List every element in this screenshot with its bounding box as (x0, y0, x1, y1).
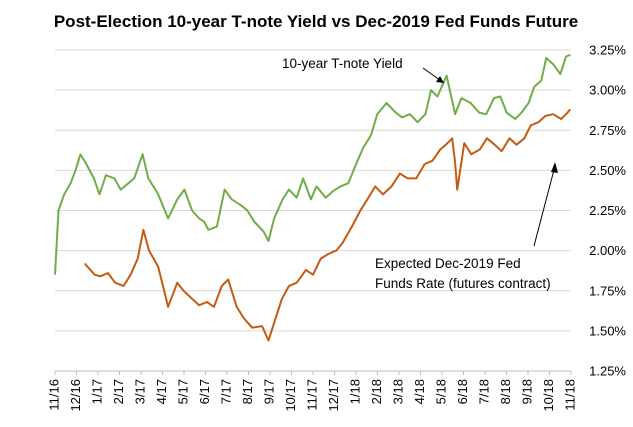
x-tick-label: 1/17 (89, 379, 104, 404)
annotations: 10-year T-note Yield Expected Dec-2019 F… (282, 56, 558, 291)
y-tick-label: 1.50% (589, 323, 626, 338)
x-tick-label: 9/17 (261, 379, 276, 404)
x-tick-label: 12/17 (326, 379, 341, 412)
x-tick-label: 8/17 (240, 379, 255, 404)
y-tick-label: 2.50% (589, 163, 626, 178)
y-tick-label: 1.75% (589, 283, 626, 298)
x-tick-label: 12/16 (68, 379, 83, 412)
x-tick-label: 6/17 (197, 379, 212, 404)
x-tick-label: 11/17 (304, 379, 319, 411)
x-tick-label: 3/18 (390, 379, 405, 404)
x-tick-label: 7/18 (476, 379, 491, 404)
annotation-10yr-label: 10-year T-note Yield (282, 56, 403, 71)
annotation-fedfunds-arrow (533, 165, 556, 247)
x-tick-label: 10/18 (541, 379, 556, 412)
annotation-10yr-arrowhead (436, 76, 444, 83)
x-tick-label: 4/17 (154, 379, 169, 404)
x-tick-label: 11/18 (562, 379, 577, 411)
series-line-10yr-yield (54, 53, 571, 275)
y-axis-ticks: 1.25% 1.50% 1.75% 2.00% 2.25% 2.50% 2.75% 3.00%… (589, 43, 626, 379)
x-tick-label: 5/18 (433, 379, 448, 404)
x-tick-label: 5/17 (175, 379, 190, 404)
x-tick-label: 7/17 (218, 379, 233, 404)
y-tick-label: 2.75% (589, 123, 626, 138)
y-tick-label: 3.00% (589, 83, 626, 98)
x-tick-label: 4/18 (412, 379, 427, 404)
y-tick-label: 2.25% (589, 203, 626, 218)
series-lines (54, 53, 572, 342)
chart-title: Post-Election 10-year T-note Yield vs De… (54, 12, 578, 31)
x-tick-label: 11/16 (46, 379, 61, 411)
x-axis-ticks: 11/16 12/16 1/17 2/17 3/17 4/17 5/17 6/17 7/17 8/… (46, 371, 577, 412)
x-tick-label: 2/18 (369, 379, 384, 404)
x-tick-label: 8/18 (498, 379, 513, 404)
series-line-fed-funds-future (83, 108, 572, 342)
annotation-fedfunds-arrowhead (551, 162, 558, 173)
x-tick-label: 6/18 (455, 379, 470, 404)
x-tick-label: 2/17 (111, 379, 126, 404)
gridlines (55, 49, 571, 372)
x-tick-label: 3/17 (132, 379, 147, 404)
x-tick-label: 1/18 (347, 379, 362, 404)
y-tick-label: 2.00% (589, 243, 626, 258)
annotation-fedfunds-label-line2: Funds Rate (futures contract) (375, 276, 551, 291)
annotation-fedfunds-label-line1: Expected Dec-2019 Fed (375, 256, 521, 271)
x-tick-label: 10/17 (283, 379, 298, 412)
y-tick-label: 1.25% (589, 364, 626, 379)
y-tick-label: 3.25% (589, 43, 626, 58)
x-tick-label: 9/18 (519, 379, 534, 404)
